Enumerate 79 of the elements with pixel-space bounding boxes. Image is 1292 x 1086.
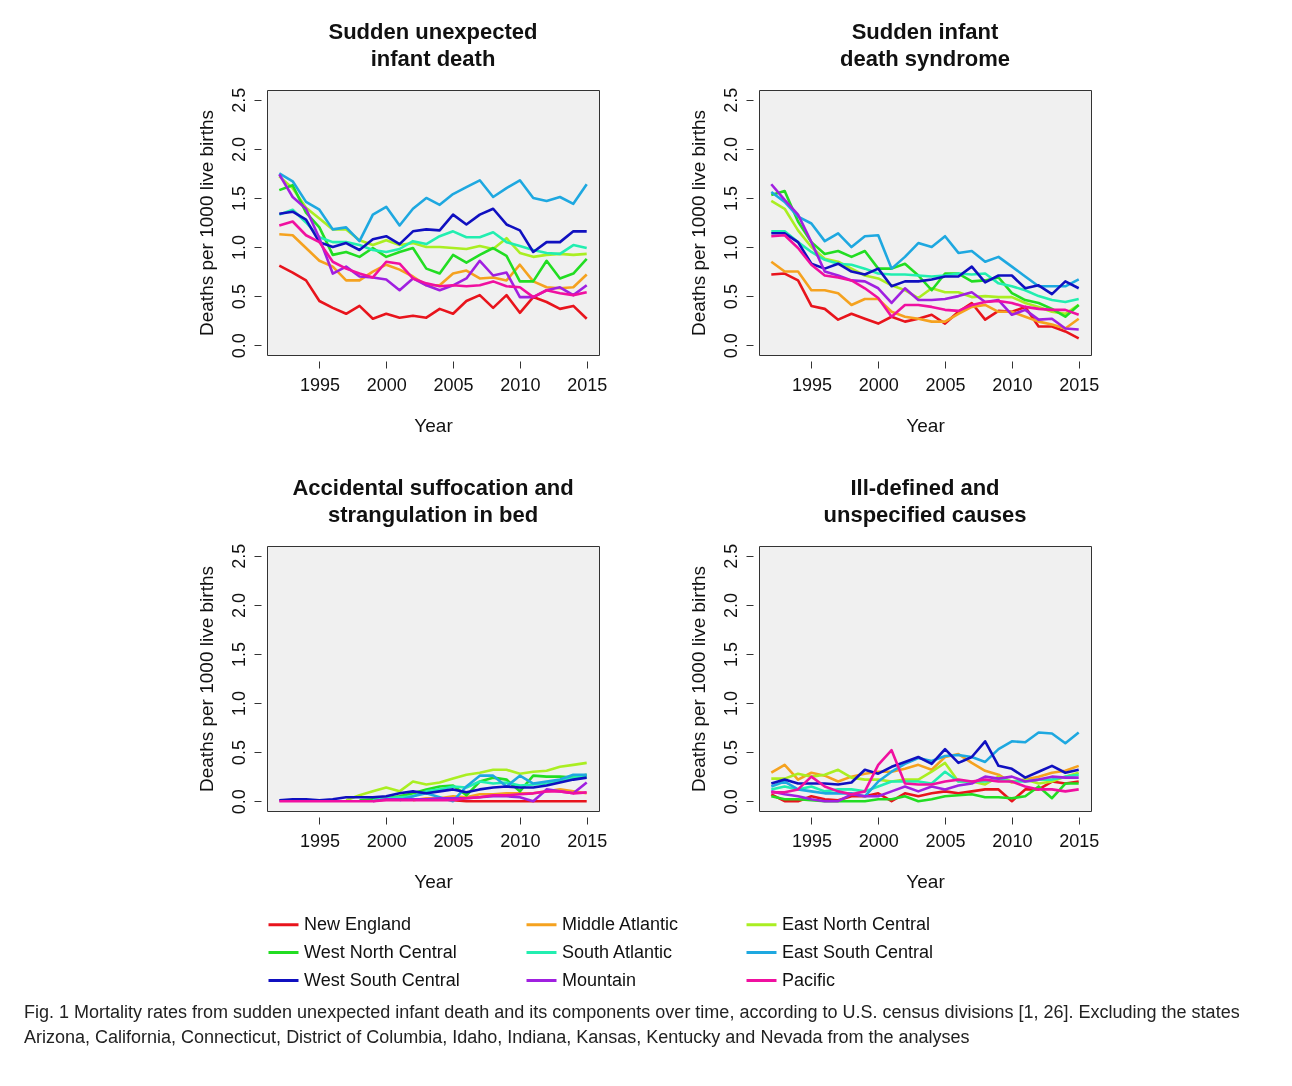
line-series (278, 172, 588, 243)
x-tick-label: 2015 (1059, 830, 1100, 851)
y-tick-label: 1.5 (228, 641, 249, 667)
y-tick-label: 2.0 (228, 592, 249, 618)
y-tick-label: 2.0 (720, 136, 741, 162)
legend-label: West North Central (304, 941, 457, 962)
line-series (770, 190, 1080, 288)
chart-title: Sudden infant death syndrome (840, 19, 1010, 72)
y-axis-title: Deaths per 1000 live births (195, 565, 217, 793)
y-tick-label: 2.5 (720, 543, 741, 569)
y-tick-label: 0.5 (228, 740, 249, 766)
x-tick-label: 2010 (500, 830, 541, 851)
x-tick-label: 2015 (567, 830, 608, 851)
x-tick-label: 1995 (299, 830, 340, 851)
y-tick-label: 0.0 (228, 333, 249, 359)
y-tick-label: 1.5 (228, 185, 249, 211)
caption: Fig. 1 Mortality rates from sudden unexpected infant death and its components over time, according to U.S. census divisions [1, 26]. Excluding the states Arizona, California, Connecticut, District of Columbia, Idaho, Indiana, Kansas, Kentucky and Nevada from the analyses (24, 1001, 1241, 1049)
y-tick-label: 0.5 (720, 740, 741, 766)
x-tick-label: 2000 (858, 374, 899, 395)
x-tick-label: 2010 (992, 830, 1033, 851)
line-series (278, 183, 588, 283)
legend-label: Mountain (562, 969, 637, 990)
y-tick-label: 1.5 (720, 641, 741, 667)
y-tick-label: 1.0 (228, 235, 249, 261)
line-series (278, 220, 588, 299)
y-tick-label: 2.5 (720, 87, 741, 113)
line-series (278, 776, 588, 802)
x-tick-label: 1995 (791, 830, 832, 851)
legend-label: Pacific (782, 969, 836, 990)
y-tick-label: 2.0 (720, 592, 741, 618)
x-axis-title: Year (414, 414, 454, 436)
y-tick-label: 1.0 (228, 691, 249, 717)
x-tick-label: 2010 (992, 374, 1033, 395)
y-tick-label: 1.0 (720, 235, 741, 261)
x-tick-label: 2005 (925, 830, 966, 851)
line-series (770, 740, 1080, 786)
legend-label: West South Central (304, 969, 460, 990)
y-tick-label: 1.0 (720, 691, 741, 717)
line-series (770, 233, 1080, 319)
y-tick-label: 0.0 (720, 789, 741, 815)
line-series (770, 748, 1080, 796)
x-tick-label: 2005 (433, 374, 474, 395)
x-tick-label: 2005 (433, 830, 474, 851)
x-tick-label: 1995 (791, 374, 832, 395)
legend-label: New England (304, 913, 412, 934)
y-tick-label: 2.5 (228, 87, 249, 113)
legend-label: East North Central (782, 913, 931, 934)
legend-label: Middle Atlantic (562, 913, 679, 934)
line-series (770, 775, 1080, 803)
x-axis-title: Year (414, 870, 454, 892)
chart-title: Accidental suffocation and strangulation in bed (292, 475, 574, 528)
line-series (278, 264, 588, 320)
y-tick-label: 0.5 (228, 284, 249, 310)
y-tick-label: 0.0 (720, 333, 741, 359)
chart-title: Ill-defined and unspecified causes (823, 475, 1027, 528)
x-tick-label: 2000 (858, 830, 899, 851)
legend-label: East South Central (782, 941, 934, 962)
y-axis-title: Deaths per 1000 live births (687, 565, 709, 793)
y-tick-label: 2.0 (228, 136, 249, 162)
y-tick-label: 0.0 (228, 789, 249, 815)
chart-title: Sudden unexpected infant death (328, 19, 538, 72)
legend-label: South Atlantic (562, 941, 673, 962)
x-tick-label: 1995 (299, 374, 340, 395)
x-tick-label: 2010 (500, 374, 541, 395)
y-tick-label: 0.5 (720, 284, 741, 310)
y-tick-label: 1.5 (720, 185, 741, 211)
x-tick-label: 2000 (366, 374, 407, 395)
x-axis-title: Year (906, 414, 946, 436)
x-tick-label: 2000 (366, 830, 407, 851)
line-series (278, 790, 588, 803)
x-tick-label: 2005 (925, 374, 966, 395)
line-series (344, 761, 588, 802)
line-series (770, 260, 1080, 330)
x-tick-label: 2015 (567, 374, 608, 395)
x-tick-label: 2015 (1059, 374, 1100, 395)
y-axis-title: Deaths per 1000 live births (195, 109, 217, 337)
y-tick-label: 2.5 (228, 543, 249, 569)
x-axis-title: Year (906, 870, 946, 892)
y-axis-title: Deaths per 1000 live births (687, 109, 709, 337)
